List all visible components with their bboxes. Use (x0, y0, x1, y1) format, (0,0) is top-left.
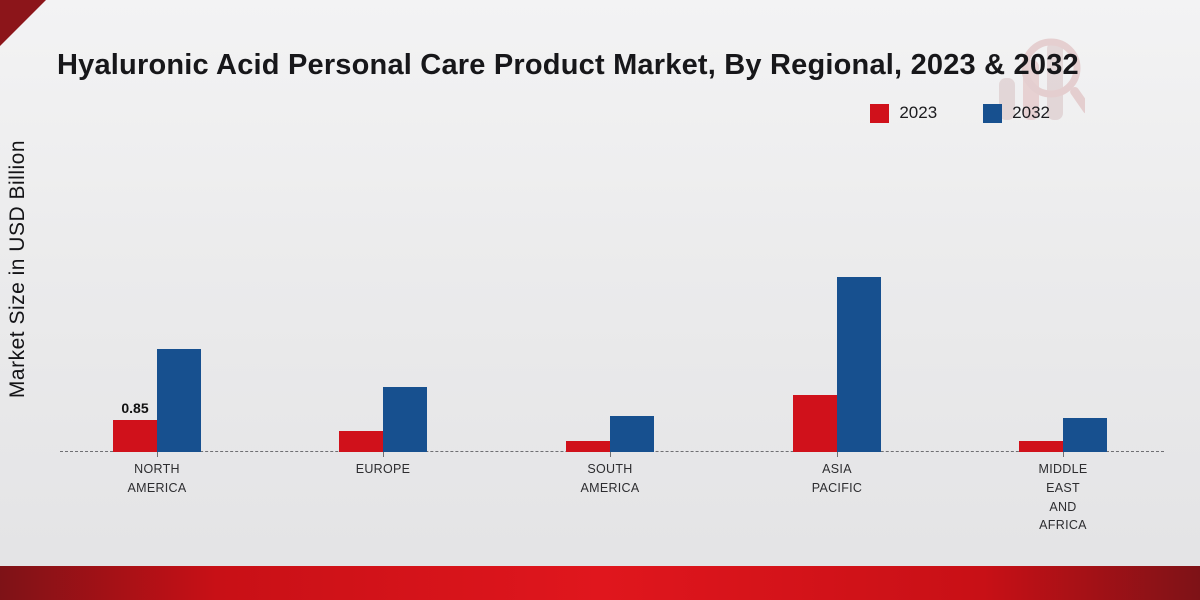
axis-tick (1063, 452, 1064, 457)
legend-label-2032: 2032 (1012, 103, 1050, 122)
legend-item-2032: 2032 (983, 103, 1050, 123)
legend-item-2023: 2023 (870, 103, 937, 123)
page-title: Hyaluronic Acid Personal Care Product Ma… (57, 49, 1079, 82)
axis-tick (837, 452, 838, 457)
bar-2032-europe (383, 387, 427, 452)
category-label-north-america: NORTH AMERICA (127, 462, 187, 495)
corner-triangle-decoration (0, 0, 46, 46)
bottom-red-banner (0, 566, 1200, 600)
bar-2032-asia-pacific (837, 277, 881, 452)
axis-tick (157, 452, 158, 457)
bar-2032-middle-east-and-africa (1063, 418, 1107, 452)
bar-2023-europe (339, 431, 383, 452)
category-label-middle-east-and-africa: MIDDLE EAST AND AFRICA (1038, 462, 1088, 533)
legend-swatch-2023 (870, 103, 890, 123)
value-label-2023-north-america: 0.85 (121, 400, 149, 416)
bar-2023-middle-east-and-africa (1019, 441, 1063, 452)
legend-label-2023: 2023 (899, 103, 938, 122)
bar-2023-asia-pacific (793, 395, 837, 452)
bar-2023-south-america (566, 441, 610, 452)
category-label-asia-pacific: ASIA PACIFIC (811, 462, 863, 495)
axis-tick (610, 452, 611, 457)
category-label-europe: EUROPE (355, 462, 411, 476)
legend-swatch-2032 (983, 103, 1003, 123)
axis-tick (383, 452, 384, 457)
bar-2032-north-america (157, 349, 201, 452)
bar-2032-south-america (610, 416, 654, 452)
bar-2023-north-america (113, 420, 157, 452)
chart-legend: 2023 2032 (870, 103, 1050, 123)
category-label-south-america: SOUTH AMERICA (580, 462, 640, 495)
